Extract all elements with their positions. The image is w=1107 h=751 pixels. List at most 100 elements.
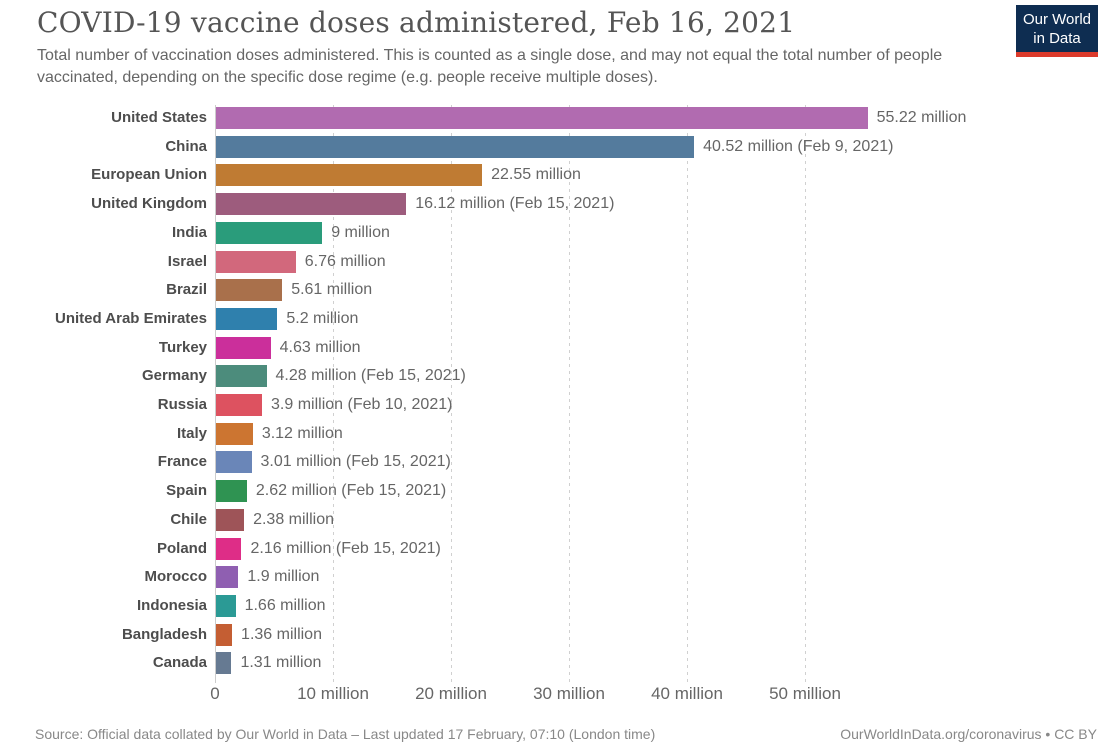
bar-row: 5.61 million [216, 279, 1096, 302]
bar-value-label: 22.55 million [491, 166, 581, 184]
bar-value-label: 6.76 million [304, 252, 386, 270]
bar-value-label: 3.9 million (Feb 10, 2021) [271, 396, 453, 413]
bar [216, 422, 253, 445]
owid-logo: Our World in Data [1016, 5, 1098, 57]
country-label: Turkey [158, 338, 207, 356]
owid-logo-line2: in Data [1033, 30, 1081, 47]
bar-value-label: 2.62 million (Feb 15, 2021) [255, 482, 447, 500]
bar-value-label: 1.31 million [240, 654, 322, 672]
bar-value-label: 4.28 million (Feb 15, 2021) [275, 367, 466, 385]
bar-row: 5.2 million [216, 307, 1096, 330]
country-label: United Kingdom [91, 195, 207, 213]
bar [216, 336, 271, 359]
x-axis-tick-label: 0 [210, 684, 220, 703]
gridline [805, 105, 806, 683]
bar [216, 164, 483, 187]
x-axis-tick-label: 50 million [769, 684, 841, 703]
country-label: China [165, 137, 207, 155]
country-label: Canada [152, 654, 207, 672]
gridline [451, 105, 452, 683]
bar-value-label: 16.12 million (Feb 15, 2021) [415, 195, 615, 213]
bar [216, 307, 278, 330]
country-labels: United States China European Union United K… [0, 105, 207, 683]
bar-row: 1.36 million [216, 623, 1096, 646]
footer-link[interactable]: OurWorldInData.org/coronavirus • CC BY [840, 726, 1097, 742]
bar-value-label: 9 million [331, 223, 390, 241]
bar-value-label: 2.16 million (Feb 15, 2021) [250, 539, 441, 557]
country-label: India [171, 223, 207, 241]
bar [216, 365, 267, 388]
x-axis: 0 10 million 20 million 30 million 40 millio… [0, 684, 1107, 708]
bar-row: 9 million [216, 221, 1096, 244]
bar-row: 2.62 million (Feb 15, 2021) [216, 480, 1096, 503]
country-label: Germany [141, 367, 207, 385]
country-label: France [157, 453, 207, 471]
country-label: Poland [156, 539, 207, 557]
chart-title: COVID-19 vaccine doses administered, Feb… [37, 6, 796, 39]
bar-row: 2.16 million (Feb 15, 2021) [216, 537, 1096, 560]
bar-row: 4.28 million (Feb 15, 2021) [216, 365, 1096, 388]
owid-logo-line1: Our World [1022, 11, 1092, 28]
country-label: United Arab Emirates [55, 309, 207, 327]
gridline [687, 105, 688, 683]
bar-row: 22.55 million [216, 164, 1096, 187]
gridline [569, 105, 570, 683]
bar-row: 6.76 million [216, 250, 1096, 273]
chart-subtitle: Total number of vaccination doses admini… [37, 47, 943, 86]
bar [216, 135, 695, 158]
bar-value-label: 3.12 million [261, 424, 343, 442]
country-label: Israel [167, 252, 207, 270]
bar-value-label: 1.9 million [247, 568, 320, 586]
bar-row: 2.38 million [216, 508, 1096, 531]
bar-value-label: 40.52 million (Feb 9, 2021) [703, 137, 894, 155]
x-axis-tick-label: 40 million [651, 684, 723, 703]
bar-row: 3.01 million (Feb 15, 2021) [216, 451, 1096, 474]
country-label: Spain [166, 482, 207, 500]
bar [216, 537, 242, 560]
bar [216, 652, 232, 675]
plot-area: 55.22 million 40.52 million (Feb 9, 2021)… [215, 105, 1097, 683]
country-label: Bangladesh [121, 625, 207, 643]
bar [216, 566, 239, 589]
bar-value-label: 2.38 million [253, 510, 335, 528]
country-label: Chile [170, 510, 207, 528]
bar-value-label: 1.66 million [244, 596, 326, 614]
bar-row: 40.52 million (Feb 9, 2021) [216, 135, 1096, 158]
bar-row: 16.12 million (Feb 15, 2021) [216, 193, 1096, 216]
bar [216, 451, 252, 474]
country-label: Indonesia [136, 596, 207, 614]
y-axis-line [215, 105, 216, 683]
country-label: United States [111, 109, 207, 126]
bar [216, 221, 323, 244]
bar-row: 4.63 million [216, 336, 1096, 359]
bar-row: 1.66 million [216, 594, 1096, 617]
bar-value-label: 5.61 million [291, 281, 373, 299]
bar-row: 1.9 million [216, 566, 1096, 589]
bar-value-label: 5.2 million [286, 309, 359, 327]
bar-row: 3.12 million [216, 422, 1096, 445]
bar [216, 250, 296, 273]
bar-row: 1.31 million [216, 652, 1096, 675]
country-label: Russia [157, 396, 207, 413]
bar [216, 594, 236, 617]
x-axis-tick-label: 30 million [533, 684, 605, 703]
bar-row: 55.22 million [216, 107, 1096, 129]
bar [216, 623, 233, 646]
country-label: Morocco [144, 568, 207, 586]
country-label: Italy [176, 424, 207, 442]
bar [216, 107, 868, 129]
bar-row: 3.9 million (Feb 10, 2021) [216, 394, 1096, 416]
bar-value-label: 55.22 million [876, 109, 967, 126]
x-axis-tick-label: 20 million [415, 684, 487, 703]
footer: Source: Official data collated by Our Wo… [35, 726, 1097, 742]
bar [216, 279, 283, 302]
bar [216, 508, 245, 531]
bar [216, 480, 247, 503]
bar-value-label: 1.36 million [241, 625, 322, 643]
bar-value-label: 4.63 million [279, 338, 361, 356]
bar-value-label: 3.01 million (Feb 15, 2021) [260, 453, 451, 471]
gridline [333, 105, 334, 683]
bar [216, 193, 407, 216]
